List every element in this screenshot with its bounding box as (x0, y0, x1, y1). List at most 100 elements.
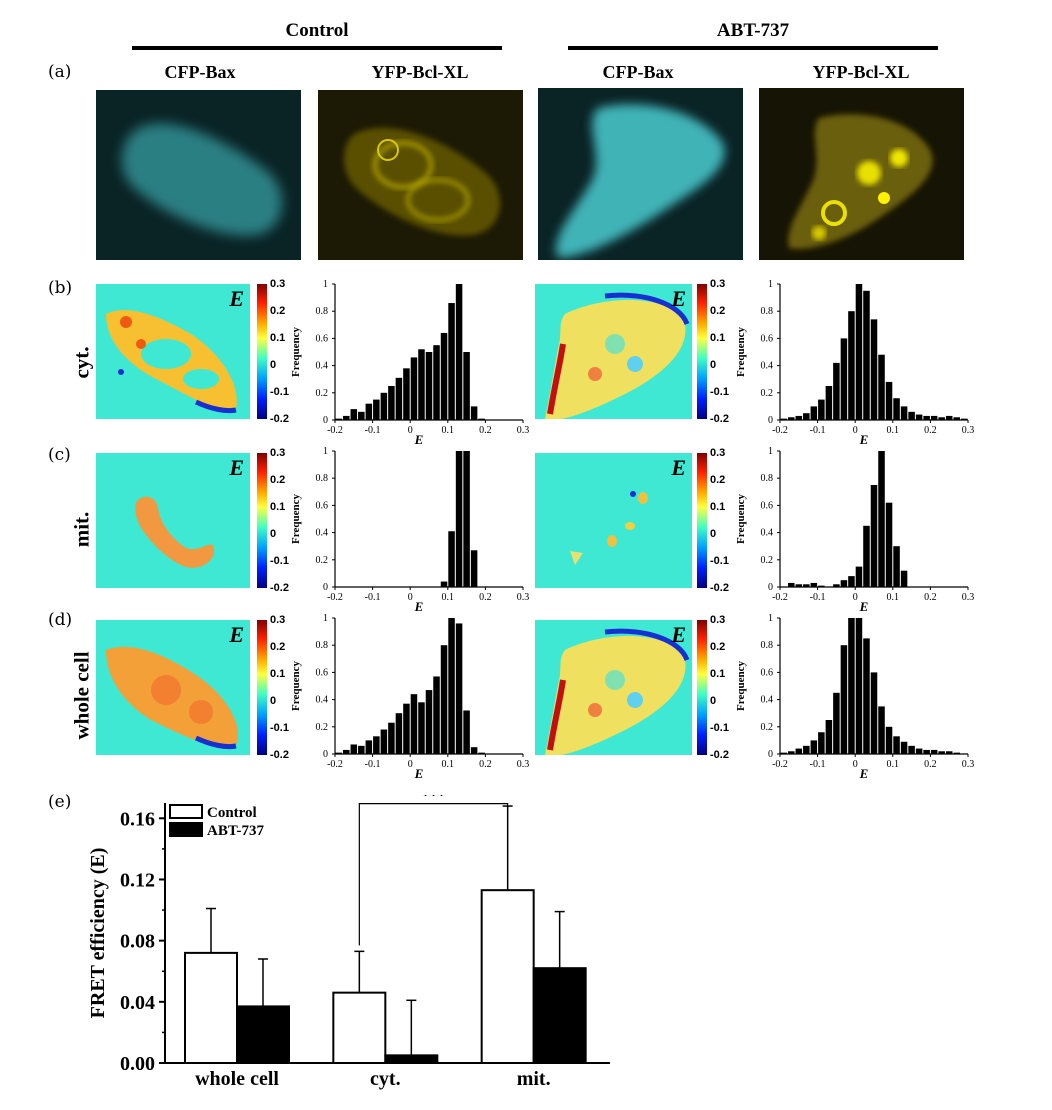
colorbar-tick-label: 0.2 (270, 641, 286, 653)
x-tick-label: 0.1 (442, 425, 455, 436)
x-tick-label: 0.2 (924, 425, 937, 436)
x-tick-label: -0.2 (772, 425, 788, 436)
x-tick-label: 0 (853, 592, 858, 603)
y-tick-label: 0.12 (120, 869, 155, 891)
x-tick-label: 0.3 (962, 425, 975, 436)
x-tick-label: 0.1 (887, 759, 900, 770)
x-tick-label: 0.2 (479, 592, 492, 603)
histogram-bar (855, 284, 863, 420)
y-tick-label: 0.4 (761, 528, 774, 539)
col-title-yfp-bcl-control: YFP-Bcl-XL (371, 62, 469, 82)
histogram-bar (878, 706, 885, 754)
histogram-bar (848, 576, 855, 587)
x-tick-label: 0.2 (479, 759, 492, 770)
bar-control (332, 991, 387, 1065)
micrograph-yfp-bcl-control (318, 90, 523, 260)
histogram-bar (478, 418, 485, 420)
group-rule-control (132, 46, 502, 50)
histogram-bar (870, 319, 878, 420)
efret-map-mit-control: E (96, 453, 250, 588)
x-tick-label: 0.3 (517, 425, 530, 436)
colorbar-tick-label: 0.2 (270, 474, 286, 486)
histogram-bar (893, 398, 900, 420)
y-tick-label: 1 (768, 613, 773, 624)
bar-control (480, 889, 535, 1064)
y-tick-label: 0.2 (761, 555, 774, 566)
histogram-bar (365, 403, 373, 420)
x-tick-label: -0.1 (810, 425, 826, 436)
histogram-bar (825, 720, 833, 754)
histogram-bar (923, 749, 930, 754)
y-axis-label: Frequency (735, 327, 747, 377)
colorbar-tick-label: -0.2 (270, 582, 289, 594)
x-tick-label: -0.2 (327, 425, 343, 436)
x-tick-label: 0.1 (442, 759, 455, 770)
y-tick-label: 0 (323, 415, 328, 426)
x-tick-label: 0.3 (517, 759, 530, 770)
micrograph-cfp-bax-control (96, 90, 301, 260)
histogram-bar (410, 357, 418, 420)
x-tick-label: 0.3 (517, 592, 530, 603)
histogram-bar (358, 411, 365, 420)
histogram-bar (388, 386, 395, 420)
histogram-bar (418, 702, 425, 754)
colorbar-tick-label: 0.3 (270, 278, 286, 290)
row-label-cyt: cyt. (69, 346, 94, 379)
panel-letter-b: (b) (48, 278, 73, 298)
histogram-bar (818, 732, 825, 754)
x-tick-label: 0.3 (962, 592, 975, 603)
colorbar-tick-label: 0 (270, 528, 277, 540)
colorbar (697, 453, 707, 588)
histogram-bar (900, 406, 908, 420)
y-tick-label: 0.6 (316, 667, 329, 678)
efret-map-cyt-abt: E (535, 284, 692, 419)
y-tick-label: 0.8 (316, 640, 329, 651)
colorbar-tick-label: 0 (270, 695, 277, 707)
histogram-bar (448, 618, 455, 754)
colorbar-tick-label: 0.1 (270, 668, 286, 680)
x-tick-label: -0.2 (772, 592, 788, 603)
y-axis-label: Frequency (290, 494, 302, 544)
y-tick-label: 0.6 (316, 500, 329, 511)
histogram-bar (463, 451, 470, 587)
histogram-bar (335, 418, 343, 420)
x-tick-label: 0.1 (887, 592, 900, 603)
micrograph-yfp-bcl-abt (759, 88, 964, 260)
colorbar-tick-label: 0.3 (270, 614, 286, 626)
histogram-bar (470, 406, 478, 420)
legend-swatch (169, 804, 203, 819)
histogram-bar (418, 349, 425, 420)
x-tick-label: 0.2 (479, 425, 492, 436)
histogram-bar (335, 752, 343, 754)
y-tick-label: 0.4 (316, 695, 329, 706)
histogram-bar (863, 638, 870, 754)
colorbar-tick-label: 0.1 (710, 501, 726, 513)
legend-swatch (169, 822, 203, 837)
y-axis-label: Frequency (290, 661, 302, 711)
x-tick-label: whole cell (195, 1068, 279, 1090)
histogram-bar (440, 581, 448, 587)
x-tick-label: 0.2 (924, 592, 937, 603)
x-tick-label: -0.1 (365, 759, 381, 770)
bar-abt-737 (236, 1005, 290, 1064)
histogram-bar (425, 690, 433, 754)
y-axis-label: FRET efficiency (E) (87, 848, 109, 1019)
bar-abt-737 (532, 967, 587, 1064)
histogram-bar (878, 451, 885, 587)
y-tick-label: 0.6 (316, 333, 329, 344)
y-axis-label: Frequency (735, 494, 747, 544)
histogram-bar (818, 585, 825, 587)
y-tick-label: 0.6 (761, 333, 774, 344)
histogram-bar (855, 566, 863, 587)
col-title-cfp-bax-abt: CFP-Bax (602, 62, 674, 82)
histogram-bar (455, 451, 463, 587)
histogram-bar (788, 417, 795, 420)
y-tick-label: 0.2 (316, 388, 329, 399)
x-axis-label: E (414, 599, 424, 613)
histogram-bar (945, 415, 953, 420)
panel-letter-a: (a) (48, 62, 72, 82)
histogram-bar (780, 752, 788, 754)
histogram-bar (938, 751, 945, 754)
colorbar-tick-label: 0 (710, 695, 717, 707)
col-title-yfp-bcl-abt: YFP-Bcl-XL (812, 62, 910, 82)
